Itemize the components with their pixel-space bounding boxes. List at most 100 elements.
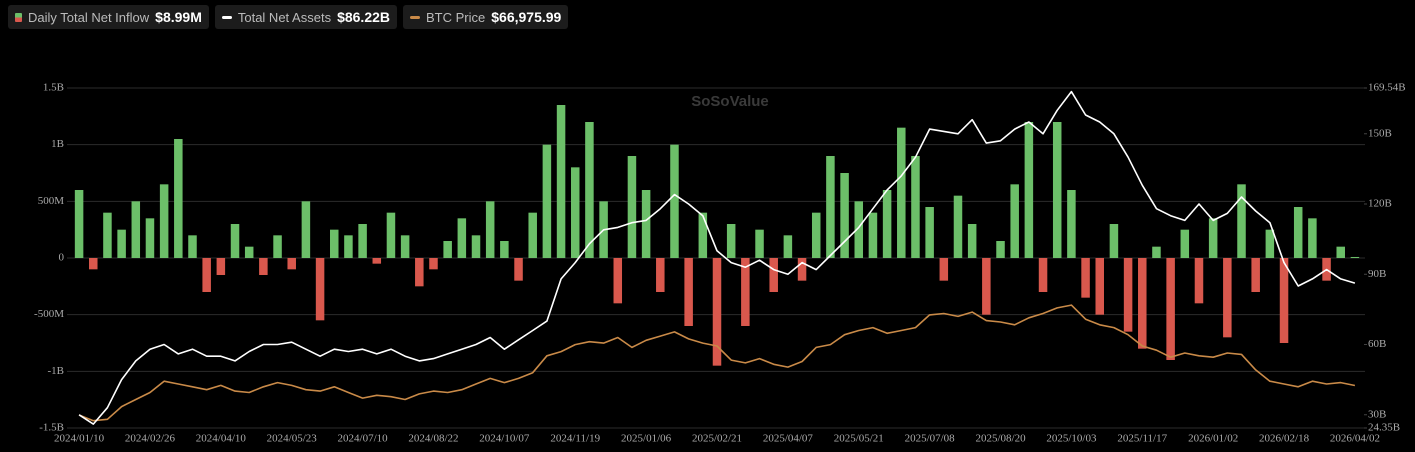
bar [216,258,226,275]
y2-tick-label: 24.35B [1368,422,1400,434]
bar [259,258,268,275]
bar [854,201,864,258]
bar [726,224,736,258]
x-tick-label: 2024/10/07 [479,433,530,445]
bar [330,229,339,258]
y2-tick-label: 90B [1368,268,1386,280]
x-tick-label: 2025/07/08 [905,433,956,445]
line [78,304,1356,422]
bar [400,235,410,258]
bar [1293,207,1303,258]
bar [344,235,353,258]
bar [1123,258,1133,332]
bar [244,246,254,258]
x-tick-label: 2024/01/10 [54,433,105,445]
x-tick-label: 2025/02/21 [692,433,742,445]
legend-value: $66,975.99 [491,9,562,25]
bar [656,258,665,292]
line [78,90,1356,425]
y-tick-label: 500M [38,195,65,207]
bar [1081,258,1090,298]
y2-tick-label: 169.54B [1368,82,1406,94]
y-tick-label: -1.5B [39,422,64,434]
bar [570,167,580,258]
x-tick-label: 2025/05/21 [834,433,884,445]
bar [585,122,594,258]
bar [372,258,382,264]
x-tick-label: 2025/08/20 [975,433,1026,445]
watermark: SoSoValue [691,93,769,110]
bar [358,224,367,258]
bar [287,258,296,270]
x-tick-label: 2026/04/02 [1330,433,1380,445]
bar [967,224,977,258]
legend-value: $86.22B [337,9,391,25]
y-tick-label: 0 [59,252,65,264]
bar [1237,184,1246,258]
bar [1095,258,1104,315]
x-tick-label: 2025/10/03 [1046,433,1097,445]
bar [429,258,438,270]
bar [1265,229,1275,258]
x-tick-label: 2026/02/18 [1259,433,1310,445]
bar [1180,229,1190,258]
legend-swatch [221,15,232,19]
bar [783,235,793,258]
bar [89,258,98,270]
y2-tick-label: 60B [1368,338,1386,350]
y-tick-label: 1B [51,138,64,150]
bar [1251,258,1260,292]
bar [514,258,523,281]
legend-label: BTC Price [426,9,486,25]
bar [74,190,84,258]
bar [1194,258,1204,304]
bar [117,229,126,258]
bar [670,144,679,258]
bar [826,156,835,258]
legend-swatch [15,12,22,22]
bar [202,258,211,292]
x-tick-label: 2024/07/10 [338,433,389,445]
bar [1152,246,1161,258]
bar [1052,122,1062,258]
bar [415,258,424,287]
bar [1024,122,1034,258]
bar [230,224,240,258]
bar [741,258,750,326]
legend-value: $8.99M [155,9,202,25]
bar [1223,258,1232,338]
y2-tick-label: 30B [1368,408,1386,420]
bar [613,258,623,304]
bar [684,258,693,326]
bar [1038,258,1048,292]
x-tick-label: 2024/05/23 [267,433,318,445]
legend-item: Daily Total Net Inflow $8.99M [8,5,209,29]
legend-label: Daily Total Net Inflow [28,9,150,25]
y-tick-label: 1.5B [43,82,64,94]
bar [698,212,708,258]
bar [443,241,452,258]
bar [1336,246,1345,258]
x-tick-label: 2025/01/06 [621,433,672,445]
bar [712,258,722,366]
bar [882,190,892,258]
bar [755,229,764,258]
legend-label: Total Net Assets [237,9,332,25]
legend: Daily Total Net Inflow $8.99M Total Net As… [8,5,569,29]
bar [145,218,155,258]
bar [840,173,849,258]
bar [1208,218,1218,258]
bar [471,235,481,258]
bar [131,201,141,258]
bar [528,212,537,258]
bar [641,190,651,258]
x-tick-label: 2025/04/07 [763,433,814,445]
x-tick-label: 2025/11/17 [1117,433,1167,445]
bar [996,241,1005,258]
x-tick-label: 2024/02/26 [125,433,176,445]
bar [273,235,282,258]
bar [769,258,778,292]
x-tick-label: 2024/11/19 [550,433,600,445]
bar [868,212,878,258]
